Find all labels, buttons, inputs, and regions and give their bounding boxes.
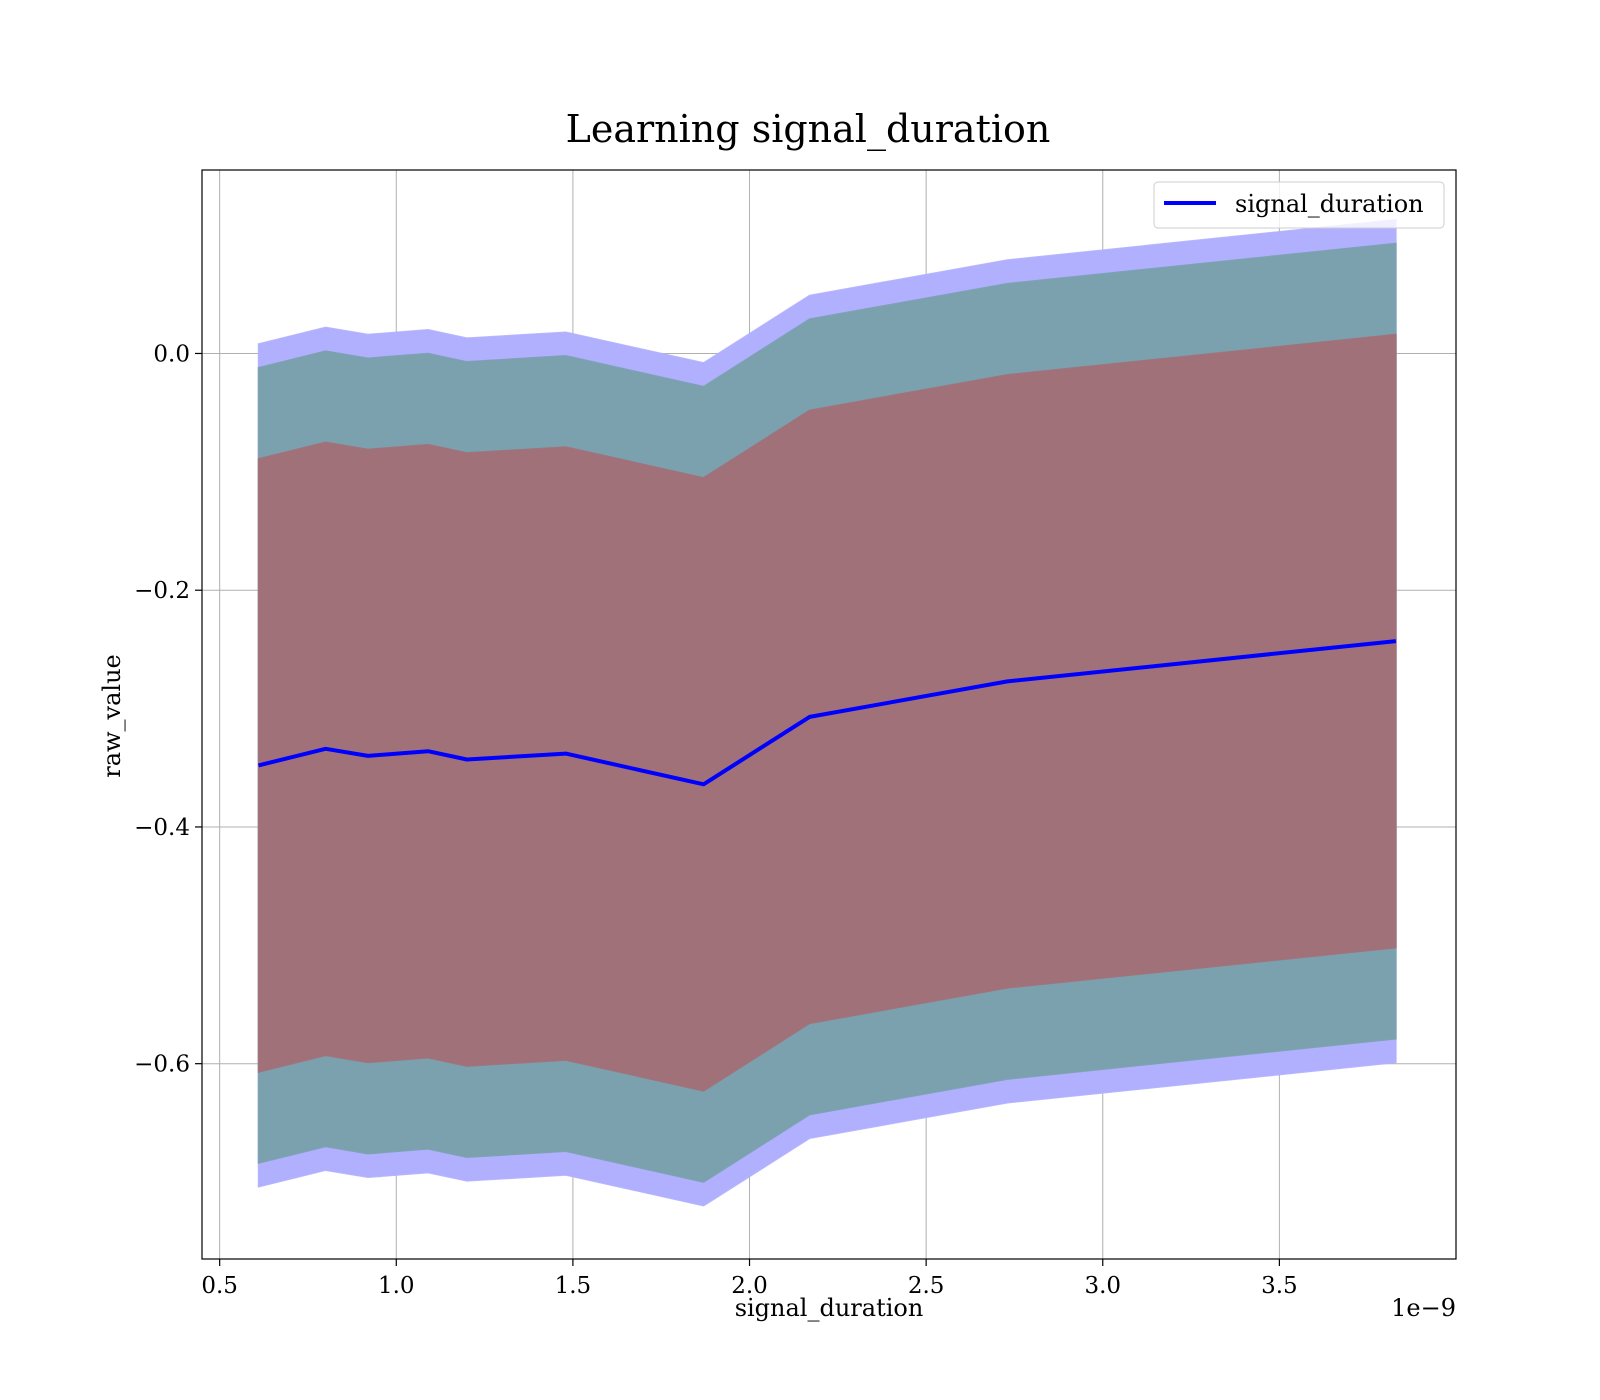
legend-label: signal_duration bbox=[1235, 190, 1424, 218]
plot-frame bbox=[201, 169, 1457, 1260]
x-tick-label-4: 2.5 bbox=[908, 1273, 945, 1299]
y-tick-label-2: −0.4 bbox=[134, 815, 190, 841]
y-axis-label: raw_value bbox=[98, 654, 126, 778]
x-tick-label-6: 3.5 bbox=[1261, 1273, 1298, 1299]
series-line-0 bbox=[258, 639, 1397, 787]
x-axis-ticks: 0.5 1.0 1.5 2.0 2.5 3.0 3.5 bbox=[201, 1259, 1298, 1299]
x-tick-label-3: 2.0 bbox=[731, 1273, 768, 1299]
y-tick-label-3: −0.6 bbox=[134, 1052, 190, 1078]
series-lines bbox=[258, 639, 1397, 787]
legend-box bbox=[1153, 181, 1445, 229]
y-tick-label-1: −0.2 bbox=[134, 578, 190, 604]
x-axis-label: signal_duration bbox=[735, 1294, 924, 1322]
x-tick-label-2: 1.5 bbox=[555, 1273, 592, 1299]
chart-title: Learning signal_duration bbox=[566, 107, 1051, 152]
x-tick-label-1: 1.0 bbox=[378, 1273, 415, 1299]
x-tick-label-0: 0.5 bbox=[201, 1273, 238, 1299]
x-tick-label-5: 3.0 bbox=[1084, 1273, 1121, 1299]
y-axis-ticks: 0.0 −0.2 −0.4 −0.6 bbox=[134, 341, 202, 1078]
legend: signal_duration bbox=[1153, 181, 1445, 229]
y-tick-label-0: 0.0 bbox=[153, 341, 190, 367]
x-axis-offset-label: 1e−9 bbox=[1391, 1294, 1456, 1322]
